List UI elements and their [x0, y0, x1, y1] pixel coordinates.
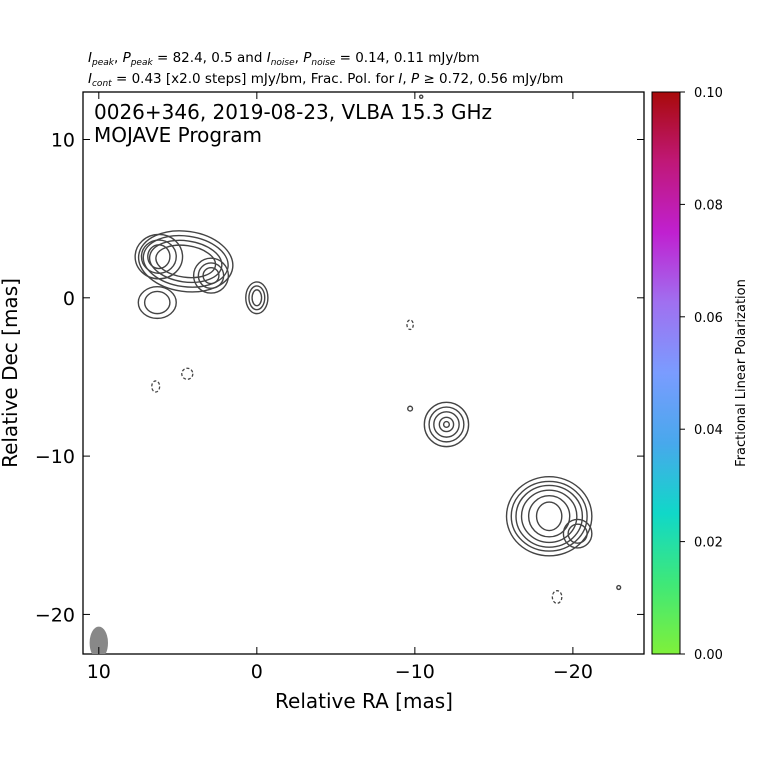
contour-northeast-lobe-4 — [155, 244, 217, 279]
colorbar-tick-label: 0.00 — [694, 648, 723, 663]
contour-southwest-lobe-5 — [527, 494, 571, 538]
contour-core-1 — [245, 281, 269, 315]
colorbar-tick-label: 0.02 — [694, 536, 723, 551]
contour-northeast-hotspot-b-1 — [192, 257, 230, 294]
y-axis-label: Relative Dec [mas] — [0, 278, 22, 468]
colorbar-ticks: 0.00 0.02 0.04 0.06 0.08 0.10 — [680, 86, 723, 663]
colorbar — [651, 91, 681, 655]
contour-layer — [89, 94, 622, 654]
contour-northeast-hotspot-a-2 — [140, 239, 177, 274]
contour-southwest-lobe-6 — [535, 501, 563, 532]
negative-contour-2 — [151, 380, 161, 393]
axes: 10 0 −10 −20 10 0 −10 −20 — [35, 92, 644, 683]
y-tick-label: 10 — [51, 129, 75, 151]
x-axis-label: Relative RA [mas] — [275, 689, 453, 713]
plot-title-line-1: 0026+346, 2019-08-23, VLBA 15.3 GHz — [94, 100, 492, 124]
contour-southwest-lobe-2 — [510, 480, 588, 552]
x-tick-label: −20 — [553, 661, 593, 683]
contour-southwest-lobe-3 — [515, 484, 584, 548]
contour-middle-knot-2 — [428, 406, 465, 443]
contour-northeast-hotspot-a-3 — [147, 244, 171, 270]
contour-southwest-lobe-1 — [505, 475, 593, 557]
contour-northeast-hotspot-b-2 — [197, 262, 225, 290]
y-tick-label: 0 — [63, 288, 75, 310]
contour-middle-knot-1 — [423, 401, 470, 448]
plot-area — [82, 91, 645, 655]
y-tick-label: −10 — [35, 446, 75, 468]
colorbar-tick-label: 0.08 — [694, 198, 723, 213]
colorbar-tick-label: 0.10 — [694, 86, 723, 101]
contour-northeast-lobe-3 — [148, 239, 223, 284]
contour-core-3 — [251, 289, 263, 307]
contour-northeast-tail-1 — [137, 286, 177, 320]
contour-northeast-hotspot-a-1 — [134, 233, 184, 280]
contour-faint-blob-3-1 — [418, 94, 424, 100]
contour-middle-knot-4 — [438, 416, 455, 433]
x-tick-label: −10 — [395, 661, 435, 683]
contour-northeast-hotspot-b-3 — [202, 267, 220, 285]
x-tick-label: 0 — [251, 661, 263, 683]
beam-ellipse — [89, 626, 108, 654]
contour-core-2 — [248, 285, 266, 311]
negative-contour-1 — [181, 367, 194, 380]
contour-southwest-lobe-tail-2 — [567, 523, 588, 544]
contour-faint-blob-1-1 — [407, 405, 414, 412]
header-line-1: Ipeak, Ppeak = 82.4, 0.5 and Inoise, Pno… — [88, 50, 480, 68]
colorbar-tick-label: 0.06 — [694, 311, 723, 326]
contour-northeast-lobe-2 — [142, 234, 229, 288]
contour-middle-knot-5 — [442, 420, 451, 429]
contour-northeast-tail-2 — [143, 290, 171, 315]
x-tick-label: 10 — [87, 661, 111, 683]
contour-middle-knot-3 — [433, 411, 460, 438]
contour-southwest-lobe-tail-1 — [562, 518, 593, 549]
negative-contour-4 — [551, 590, 563, 604]
colorbar-label: Fractional Linear Polarization — [734, 279, 749, 467]
contour-faint-blob-2-1 — [616, 584, 622, 591]
contour-southwest-lobe-4 — [520, 489, 578, 544]
header-line-2: Icont = 0.43 [x2.0 steps] mJy/bm, Frac. … — [88, 71, 563, 89]
y-tick-label: −20 — [35, 604, 75, 626]
colorbar-tick-label: 0.04 — [694, 423, 723, 438]
plot-title-line-2: MOJAVE Program — [94, 123, 262, 147]
contour-northeast-lobe-1 — [137, 230, 234, 293]
negative-contour-3 — [406, 319, 414, 331]
